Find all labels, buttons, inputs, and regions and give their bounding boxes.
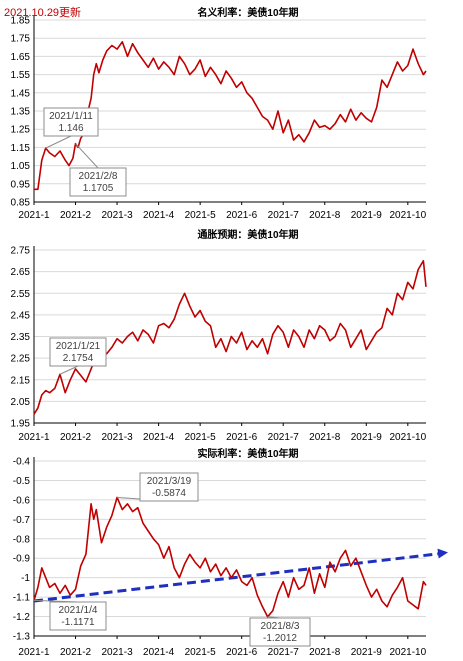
real-rate-chart: 实际利率：美债10年期 -0.4 -0.5 -0.6 -0.7 -0.8 -0.9 -1 -1.…	[13, 447, 448, 658]
x-tick-label: 2021-6	[226, 432, 258, 443]
y-tick-label: -0.6	[13, 495, 31, 506]
y-tick-label: 1.05	[11, 161, 31, 172]
x-tick-label: 2021-9	[351, 210, 383, 221]
x-tick-label: 2021-4	[143, 647, 175, 658]
x-tick-label: 2021-2	[60, 432, 92, 443]
x-tick-label: 2021-3	[102, 647, 134, 658]
x-tick-label: 2021-10	[389, 210, 426, 221]
x-tick-label: 2021-5	[185, 210, 217, 221]
y-tick-label: 2.45	[11, 310, 31, 321]
annotation-value: -1.1171	[61, 617, 95, 628]
x-tick-label: 2021-10	[389, 647, 426, 658]
update-note: 2021.10.29更新	[4, 7, 82, 19]
y-tick-label: -1.2	[13, 612, 31, 623]
x-tick-label: 2021-9	[351, 432, 383, 443]
x-tick-label: 2021-1	[18, 432, 50, 443]
x-tick-label: 2021-9	[351, 647, 383, 658]
annotation-date: 2021/1/4	[59, 605, 98, 616]
x-tick-label: 2021-7	[268, 647, 300, 658]
y-tick-label: 2.25	[11, 354, 31, 365]
y-tick-label: 0.95	[11, 179, 31, 190]
annotation-box	[139, 472, 199, 502]
x-tick-label: 2021-7	[268, 210, 300, 221]
y-tick-label: 1.55	[11, 70, 31, 81]
y-tick-label: -1.3	[13, 632, 31, 643]
y-tick-label: 1.95	[11, 419, 31, 430]
annotation-value: -0.5874	[152, 488, 186, 499]
y-tick-label: -0.8	[13, 534, 31, 545]
annotation-box	[49, 337, 107, 367]
y-tick-label: 1.15	[11, 143, 31, 154]
annotation-value: 1.1705	[83, 183, 114, 194]
x-tick-label: 2021-8	[309, 647, 341, 658]
x-tick-label: 2021-7	[268, 432, 300, 443]
y-tick-label: 1.75	[11, 34, 31, 45]
annotation-box	[43, 107, 99, 137]
inflation-expectation-chart: 通胀预期：美债10年期 1.95 2.05 2.15 2.25 2.35 2.45 2.55 2…	[11, 228, 427, 443]
annotation-leader	[45, 135, 72, 149]
series-line	[33, 496, 427, 618]
chart-title: 实际利率：美债10年期	[197, 447, 298, 460]
annotation-value: 1.146	[58, 123, 83, 134]
x-tick-label: 2021-4	[143, 210, 175, 221]
y-tick-label: 1.35	[11, 107, 31, 118]
annotation-date: 2021/1/21	[56, 341, 101, 352]
y-tick-label: -1.1	[13, 593, 31, 604]
x-tick-label: 2021-5	[185, 432, 217, 443]
y-tick-label: -0.5	[13, 476, 31, 487]
y-tick-label: 2.05	[11, 397, 31, 408]
y-tick-label: 1.65	[11, 52, 31, 63]
annotation-leader	[75, 143, 99, 169]
x-tick-label: 2021-5	[185, 647, 217, 658]
annotation-value: -1.2012	[263, 633, 297, 644]
y-tick-label: 0.85	[11, 198, 31, 209]
annotation-box	[249, 617, 311, 647]
trend-arrowhead	[437, 548, 448, 559]
x-tick-label: 2021-4	[143, 432, 175, 443]
x-tick-label: 2021-6	[226, 647, 258, 658]
y-tick-label: 2.35	[11, 332, 31, 343]
x-tick-label: 2021-1	[18, 647, 50, 658]
y-tick-label: 2.55	[11, 289, 31, 300]
annotation-box	[49, 601, 107, 631]
y-tick-label: -0.7	[13, 515, 31, 526]
annotation-date: 2021/1/11	[49, 111, 93, 122]
x-tick-label: 2021-10	[389, 432, 426, 443]
nominal-rate-chart: 名义利率：美债10年期 0.85 0.95 1.05 1.15 1.25 1.35 1.45 1…	[11, 6, 427, 221]
y-tick-label: 1.45	[11, 88, 31, 99]
annotation-box	[69, 167, 127, 197]
x-tick-label: 2021-2	[60, 647, 92, 658]
y-tick-label: 1.25	[11, 125, 31, 136]
annotation-date: 2021/3/19	[147, 476, 192, 487]
x-tick-label: 2021-8	[309, 432, 341, 443]
x-tick-label: 2021-8	[309, 210, 341, 221]
annotation-leader	[59, 365, 79, 375]
x-tick-label: 2021-2	[60, 210, 92, 221]
y-tick-label: -0.9	[13, 554, 31, 565]
y-tick-label: -1	[21, 573, 30, 584]
trend-line	[33, 551, 443, 603]
annotation-date: 2021/2/8	[79, 171, 118, 182]
annotation-date: 2021/8/3	[261, 621, 300, 632]
y-tick-label: 2.65	[11, 267, 31, 278]
chart-title: 通胀预期：美债10年期	[197, 228, 298, 241]
x-tick-label: 2021-6	[226, 210, 258, 221]
x-tick-label: 2021-3	[102, 210, 134, 221]
y-tick-label: 1.85	[11, 16, 31, 27]
chart-title: 名义利率：美债10年期	[197, 6, 298, 19]
annotation-value: 2.1754	[63, 353, 94, 364]
y-tick-label: 2.75	[11, 246, 31, 257]
y-tick-label: 2.15	[11, 375, 31, 386]
x-tick-label: 2021-3	[102, 432, 134, 443]
y-tick-label: -0.4	[13, 457, 31, 468]
x-tick-label: 2021-1	[18, 210, 50, 221]
